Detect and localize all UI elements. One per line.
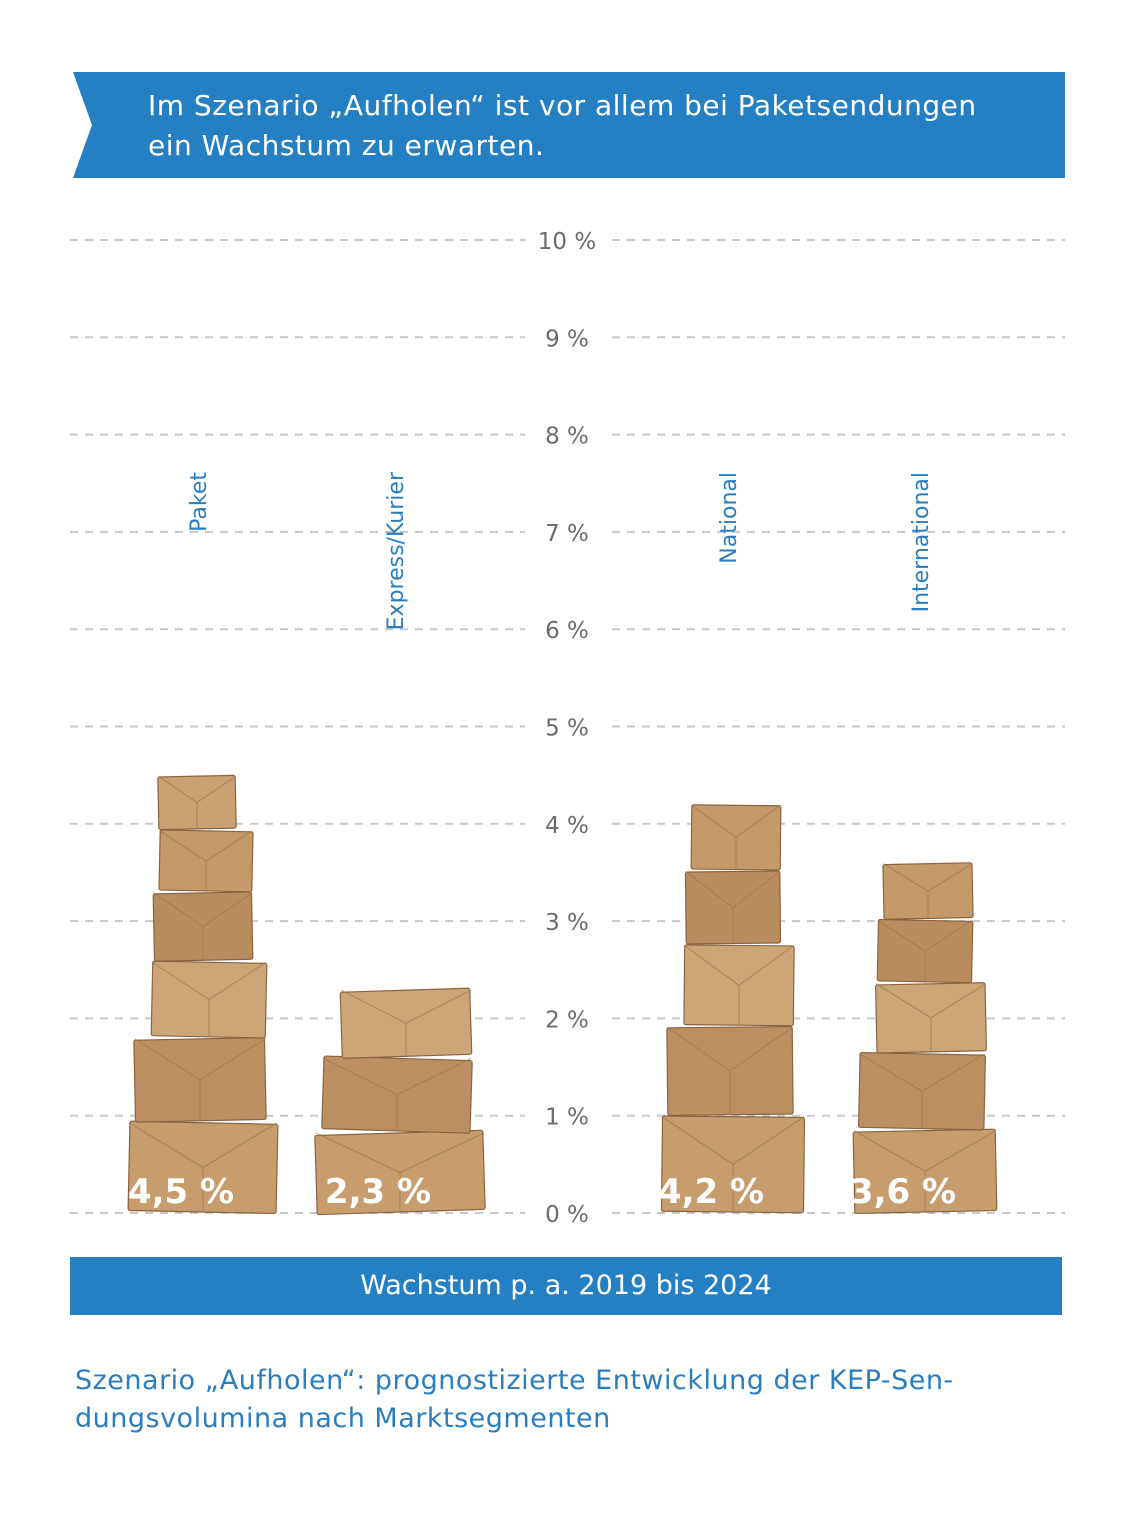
bar-national: 4,2 % [658, 804, 806, 1214]
y-tick-label: 6 % [545, 618, 589, 644]
data-label: 2,3 % [325, 1172, 431, 1212]
parcel-fold [859, 1053, 985, 1129]
parcel-fold [685, 871, 781, 944]
footer-label: Wachstum p. a. 2019 bis 2024 [70, 1257, 1062, 1315]
parcel-fold [661, 1116, 805, 1212]
headline: Im Szenario „Aufholen“ ist vor allem bei… [148, 86, 1048, 166]
y-tick-label: 0 % [545, 1202, 589, 1228]
y-tick-label: 3 % [545, 910, 589, 936]
parcel-fold [853, 1130, 997, 1212]
parcel-fold [153, 892, 253, 961]
category-labels: Paket Express/Kurier National International [187, 471, 934, 630]
parcel-fold [322, 1057, 472, 1131]
parcel-fold [877, 920, 973, 982]
y-tick-label: 2 % [545, 1007, 589, 1033]
y-tick-label: 10 % [538, 229, 596, 255]
bars: 4,5 % 2,3 % 4,2 % 3,6 % [127, 774, 998, 1216]
y-tick-label: 4 % [545, 813, 589, 839]
parcel-fold [683, 945, 795, 1026]
data-label: 3,6 % [850, 1172, 956, 1212]
y-tick-label: 9 % [545, 326, 589, 352]
caption: Szenario „Aufholen“: prognostizierte Ent… [75, 1362, 1075, 1438]
caption-line-2: dungsvolumina nach Marktsegmenten [75, 1403, 611, 1434]
bar-paket: 4,5 % [127, 774, 279, 1215]
caption-line-1: Szenario „Aufholen“: prognostizierte Ent… [75, 1365, 954, 1396]
category-label: National [717, 472, 742, 564]
parcel-fold [341, 989, 471, 1057]
parcel-fold [691, 804, 781, 870]
y-tick-label: 7 % [545, 521, 589, 547]
y-tick-label: 5 % [545, 716, 589, 742]
parcel-fold [158, 775, 236, 829]
parcel-fold [667, 1026, 793, 1115]
headline-line-1: Im Szenario „Aufholen“ ist vor allem bei… [148, 89, 977, 122]
bar-international: 3,6 % [850, 862, 998, 1215]
parcel-fold [128, 1122, 278, 1212]
y-tick-label: 1 % [545, 1105, 589, 1131]
parcel-fold [159, 830, 253, 891]
data-label: 4,2 % [658, 1172, 764, 1212]
bar-express-kurier: 2,3 % [314, 987, 486, 1216]
parcel-fold [876, 983, 986, 1052]
parcel-fold [151, 961, 267, 1037]
parcel-fold [315, 1132, 485, 1212]
header-banner [73, 72, 1065, 178]
data-label: 4,5 % [128, 1172, 234, 1212]
category-label: Paket [187, 472, 212, 532]
y-tick-label: 8 % [545, 424, 589, 450]
headline-line-2: ein Wachstum zu erwarten. [148, 129, 545, 162]
category-label: International [909, 472, 934, 612]
parcel-fold [883, 863, 973, 919]
parcel-fold [134, 1038, 266, 1121]
y-axis-ticks: 0 % 1 % 2 % 3 % 4 % 5 % 6 % 7 % 8 % 9 % 10 % [538, 229, 596, 1228]
category-label: Express/Kurier [384, 471, 409, 630]
